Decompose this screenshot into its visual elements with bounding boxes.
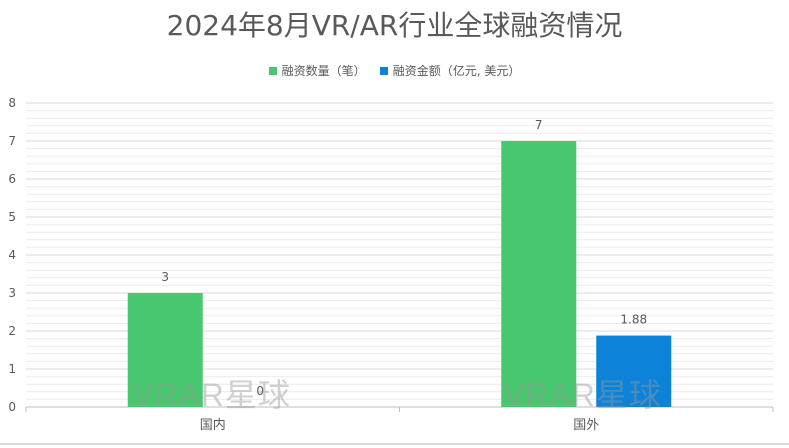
bar (596, 335, 672, 407)
y-tick-label: 5 (8, 210, 16, 224)
chart-title: 2024年8月VR/AR行业全球融资情况 (166, 9, 623, 42)
y-tick-label: 8 (8, 96, 16, 110)
data-label: 0 (256, 384, 264, 398)
data-label: 7 (535, 118, 543, 132)
bar (501, 141, 577, 407)
y-tick-label: 7 (8, 134, 16, 148)
watermark-left: VRAR星球 (132, 377, 291, 413)
y-tick-label: 4 (8, 248, 16, 262)
legend-item-amount: 融资金额（亿元, 美元） (379, 62, 521, 79)
legend-swatch-amount (379, 66, 388, 75)
legend-item-count: 融资数量（笔） (268, 62, 366, 79)
legend: 融资数量（笔） 融资金额（亿元, 美元） (0, 62, 789, 79)
data-label: 1.88 (620, 313, 647, 327)
y-tick-label: 1 (8, 362, 16, 376)
bar (127, 293, 203, 407)
legend-label-count: 融资数量（笔） (281, 64, 366, 78)
y-tick-label: 2 (8, 324, 16, 338)
watermark-right: VRAR星球 (503, 377, 662, 413)
y-tick-label: 0 (8, 400, 16, 414)
bottom-rule (0, 443, 789, 445)
y-tick-label: 3 (8, 286, 16, 300)
x-category-label: 国内 (200, 417, 226, 433)
legend-swatch-count (268, 66, 277, 75)
data-label: 3 (161, 270, 169, 284)
legend-label-amount: 融资金额（亿元, 美元） (392, 64, 521, 78)
x-category-label: 国外 (573, 418, 599, 433)
y-tick-label: 6 (8, 172, 16, 186)
